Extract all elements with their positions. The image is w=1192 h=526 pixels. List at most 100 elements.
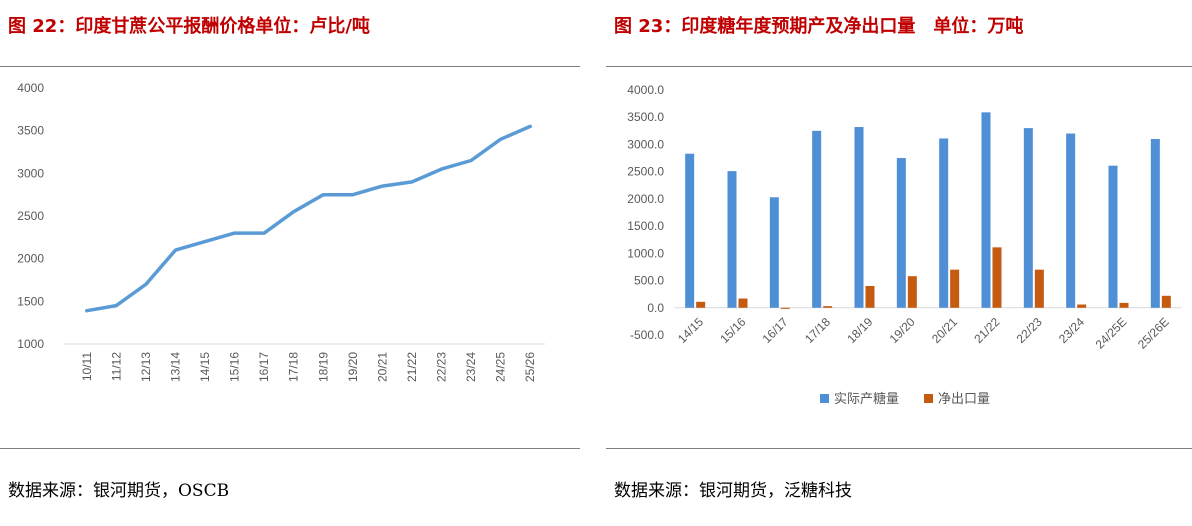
export-bar bbox=[1119, 302, 1129, 308]
price-data-point bbox=[351, 193, 355, 197]
x-tick-label: 12/13 bbox=[139, 352, 153, 382]
x-tick-label: 20/21 bbox=[375, 352, 389, 382]
y-tick-label: 2500 bbox=[17, 209, 44, 223]
y-tick-label: 4000 bbox=[17, 81, 44, 95]
x-tick-label: 16/17 bbox=[760, 315, 791, 346]
figure-23-title: 图 23：印度糖年度预期产及净出口量 单位：万吨 bbox=[614, 16, 1024, 37]
production-bar bbox=[727, 171, 737, 308]
x-tick-label: 25/26E bbox=[1135, 315, 1172, 352]
export-bar bbox=[992, 247, 1002, 308]
production-bar bbox=[981, 112, 991, 308]
production-bar bbox=[1023, 128, 1033, 308]
export-bar bbox=[780, 307, 790, 309]
x-tick-label: 17/18 bbox=[802, 315, 833, 346]
production-bar bbox=[1150, 139, 1160, 308]
legend-swatch-production bbox=[820, 394, 829, 403]
x-tick-label: 10/11 bbox=[80, 352, 94, 381]
x-tick-label: 19/20 bbox=[887, 315, 918, 346]
y-tick-label: 3500 bbox=[17, 124, 44, 138]
x-tick-label: 11/12 bbox=[109, 352, 123, 381]
x-tick-label: 17/18 bbox=[287, 352, 301, 382]
y-tick-label: 1500.0 bbox=[627, 219, 664, 233]
top-divider bbox=[606, 66, 1192, 67]
production-bar bbox=[769, 197, 779, 308]
legend-label-production: 实际产糖量 bbox=[834, 391, 899, 406]
x-tick-label: 23/24 bbox=[464, 352, 478, 382]
y-tick-label: 2000 bbox=[17, 252, 44, 266]
production-bar bbox=[854, 127, 864, 308]
y-tick-label: 1500 bbox=[17, 294, 44, 308]
y-tick-label: 2000.0 bbox=[627, 192, 664, 206]
export-bar bbox=[950, 269, 960, 308]
production-bar bbox=[939, 138, 949, 308]
figure-23-source: 数据来源：银河期货，泛糖科技 bbox=[614, 481, 852, 501]
y-tick-label: -500.0 bbox=[630, 328, 664, 342]
y-tick-label: 2500.0 bbox=[627, 165, 664, 179]
x-tick-label: 25/26 bbox=[523, 352, 537, 382]
x-tick-label: 18/19 bbox=[844, 315, 875, 346]
export-bar bbox=[1077, 304, 1087, 308]
price-data-point bbox=[380, 184, 384, 188]
export-bar bbox=[1034, 269, 1044, 308]
price-data-point bbox=[410, 180, 414, 184]
x-tick-label: 18/19 bbox=[316, 352, 330, 382]
export-bar bbox=[696, 301, 706, 308]
x-tick-label: 16/17 bbox=[257, 352, 271, 382]
figure-22-source: 数据来源：银河期货，OSCB bbox=[8, 481, 230, 501]
bottom-divider bbox=[606, 448, 1192, 449]
production-bar bbox=[1108, 165, 1118, 308]
price-data-point bbox=[262, 231, 266, 235]
export-bar bbox=[907, 276, 917, 308]
figure-22-title: 图 22：印度甘蔗公平报酬价格单位：卢比/吨 bbox=[8, 16, 370, 37]
x-tick-label: 13/14 bbox=[168, 352, 182, 382]
export-bar bbox=[1161, 295, 1171, 308]
bottom-divider bbox=[0, 448, 580, 449]
y-tick-label: 0.0 bbox=[647, 301, 664, 315]
production-bar bbox=[896, 158, 906, 308]
price-data-point bbox=[233, 231, 237, 235]
x-tick-label: 24/25 bbox=[494, 352, 508, 382]
export-bar bbox=[865, 286, 875, 308]
production-bar bbox=[685, 153, 695, 308]
price-series-line bbox=[85, 124, 532, 313]
x-tick-label: 14/15 bbox=[198, 352, 212, 382]
figure-22-panel: 图 22：印度甘蔗公平报酬价格单位：卢比/吨 1000 1500 2000 2500 3… bbox=[0, 0, 580, 526]
y-tick-label: 500.0 bbox=[634, 274, 664, 288]
x-tick-label: 21/22 bbox=[405, 352, 419, 382]
price-data-point bbox=[440, 167, 444, 171]
x-tick-label: 19/20 bbox=[346, 352, 360, 382]
price-data-point bbox=[469, 159, 473, 163]
top-divider bbox=[0, 66, 580, 67]
x-tick-label: 23/24 bbox=[1056, 315, 1087, 346]
price-data-point bbox=[321, 193, 325, 197]
price-data-point bbox=[85, 309, 89, 313]
price-data-point bbox=[114, 304, 118, 308]
x-tick-label: 24/25E bbox=[1093, 315, 1130, 352]
x-tick-label: 15/16 bbox=[228, 352, 242, 382]
price-data-point bbox=[528, 124, 532, 128]
legend-item-production: 实际产糖量 bbox=[820, 391, 899, 406]
price-data-point bbox=[499, 137, 503, 141]
sugar-output-bar-chart: -500.0 0.0 500.0 1000.0 1500.0 2000.0 2500.0 30… bbox=[627, 83, 1182, 406]
price-data-point bbox=[144, 282, 148, 286]
y-tick-label: 1000 bbox=[17, 337, 44, 351]
price-data-point bbox=[173, 248, 177, 252]
sugarcane-price-line-chart: 1000 1500 2000 2500 3000 3500 4000 10/11 11/12 12… bbox=[17, 81, 545, 382]
export-bar bbox=[823, 306, 833, 308]
y-tick-label: 1000.0 bbox=[627, 246, 664, 260]
production-bar bbox=[812, 130, 822, 308]
x-tick-label: 22/23 bbox=[1014, 315, 1045, 346]
legend-item-export: 净出口量 bbox=[924, 391, 990, 406]
legend-swatch-export bbox=[924, 394, 933, 403]
x-tick-label: 22/23 bbox=[435, 352, 449, 382]
price-data-point bbox=[203, 240, 207, 244]
x-tick-label: 20/21 bbox=[929, 315, 960, 346]
x-tick-label: 21/22 bbox=[971, 315, 1002, 346]
figure-23-panel: 图 23：印度糖年度预期产及净出口量 单位：万吨 -500.0 0.0 500.0 1… bbox=[606, 0, 1192, 526]
export-bar bbox=[738, 298, 748, 308]
y-tick-label: 4000.0 bbox=[627, 83, 664, 97]
y-tick-label: 3500.0 bbox=[627, 110, 664, 124]
price-data-point bbox=[292, 210, 296, 214]
legend-label-export: 净出口量 bbox=[938, 391, 990, 406]
x-tick-label: 15/16 bbox=[717, 315, 748, 346]
